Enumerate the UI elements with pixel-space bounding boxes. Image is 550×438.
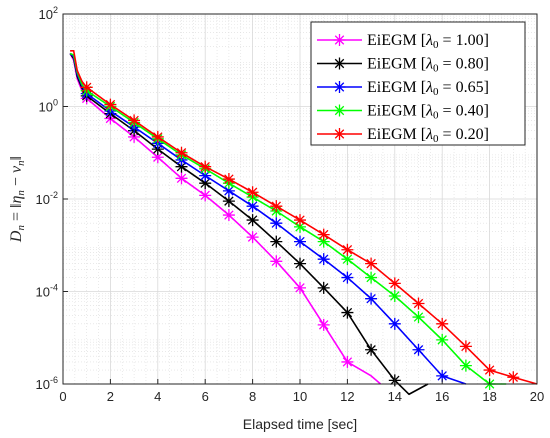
series-marker	[436, 317, 449, 330]
series-marker	[294, 281, 306, 294]
legend: EiEGM [λ0 = 1.00] EiEGM [λ0 = 0.80] EiEGM …	[310, 21, 526, 146]
series-marker	[199, 169, 212, 182]
y-tick-label: 100	[39, 98, 58, 115]
x-axis-label: Elapsed time [sec]	[243, 416, 357, 432]
series-marker	[507, 371, 520, 384]
series-marker	[365, 257, 378, 270]
legend-swatch-marker	[333, 104, 346, 117]
legend-swatch-marker	[333, 81, 346, 93]
x-tick-label: 0	[59, 389, 66, 404]
series-marker	[222, 209, 235, 222]
series-marker	[412, 343, 425, 356]
series-marker	[388, 317, 401, 330]
legend-entry: EiEGM [λ0 = 0.20]	[317, 126, 489, 145]
series-marker	[128, 130, 141, 143]
y-tick-label: 102	[39, 5, 58, 22]
x-tick-label: 4	[154, 389, 161, 404]
series-marker	[246, 214, 259, 227]
x-tick-label: 16	[435, 389, 449, 404]
legend-swatch-marker	[333, 57, 346, 70]
series-marker	[459, 359, 472, 372]
x-tick-label: 10	[293, 389, 307, 404]
series-marker	[317, 228, 330, 241]
series-marker	[294, 257, 306, 270]
legend-label: EiEGM [λ0 = 0.80]	[367, 56, 489, 75]
y-tick-label: 10-2	[36, 190, 58, 207]
legend-label: EiEGM [λ0 = 0.40]	[367, 103, 489, 122]
series-marker	[317, 318, 330, 331]
series-marker	[341, 355, 354, 368]
series-marker	[246, 200, 259, 213]
tick-labels: 0 2 4 6 8 10 12 14 16 18 20 10-6 10-4 10-2 100 102	[36, 5, 545, 404]
legend-label: EiEGM [λ0 = 1.00]	[367, 32, 489, 51]
series-marker	[199, 189, 212, 202]
y-tick-label: 10-6	[36, 375, 58, 392]
series-marker	[412, 297, 425, 310]
series-marker	[388, 289, 401, 302]
series-marker	[317, 281, 330, 294]
legend-label: EiEGM [λ0 = 0.65]	[367, 79, 489, 98]
x-tick-label: 6	[202, 389, 209, 404]
series-marker	[436, 333, 449, 346]
series-marker	[270, 217, 283, 230]
series-marker	[151, 151, 164, 164]
series-marker	[341, 243, 354, 256]
legend-swatch-marker	[333, 128, 346, 140]
series-marker	[365, 271, 378, 284]
series-marker	[294, 235, 306, 248]
series-marker	[175, 160, 188, 173]
series-marker	[222, 184, 235, 197]
series-marker	[270, 255, 283, 268]
series-marker	[459, 340, 472, 353]
legend-entry: EiEGM [λ0 = 0.65]	[317, 79, 489, 98]
x-tick-label: 18	[482, 389, 496, 404]
series-marker	[270, 200, 283, 213]
series-marker	[317, 253, 330, 266]
series-marker	[104, 98, 117, 111]
x-tick-label: 20	[530, 389, 544, 404]
y-tick-label: 10-4	[36, 283, 58, 300]
legend-label: EiEGM [λ0 = 0.20]	[367, 126, 489, 145]
legend-swatch-marker	[333, 34, 346, 46]
series-marker	[294, 214, 306, 227]
series-marker	[317, 235, 330, 248]
series-marker	[246, 231, 259, 244]
series-marker	[341, 306, 354, 319]
legend-entry: EiEGM [λ0 = 0.80]	[317, 56, 489, 75]
legend-entry: EiEGM [λ0 = 0.40]	[317, 103, 489, 122]
x-tick-label: 2	[107, 389, 114, 404]
series-4	[70, 50, 538, 385]
series-marker	[222, 195, 235, 208]
x-tick-label: 12	[340, 389, 354, 404]
series-line	[69, 53, 382, 385]
series-marker	[246, 186, 259, 199]
x-tick-label: 8	[249, 389, 256, 404]
series-marker	[436, 369, 449, 382]
series-marker	[341, 253, 354, 266]
series-marker	[341, 271, 354, 284]
legend-entry: EiEGM [λ0 = 1.00]	[317, 32, 489, 51]
series-marker	[199, 160, 212, 173]
series-marker	[270, 235, 283, 248]
series-marker	[128, 114, 141, 127]
series-marker	[151, 130, 164, 143]
series-marker	[365, 292, 378, 305]
series-marker	[388, 277, 401, 290]
series-marker	[175, 172, 188, 185]
y-axis-label: Dn = ‖ηn − vn‖	[8, 156, 27, 243]
series-marker	[412, 311, 425, 324]
series-marker	[294, 220, 306, 233]
x-tick-label: 14	[388, 389, 402, 404]
series-layer	[69, 50, 538, 396]
series-marker	[483, 364, 496, 377]
legend-box	[310, 21, 526, 146]
series-marker	[175, 146, 188, 159]
series-marker	[222, 173, 235, 186]
series-marker	[365, 343, 378, 356]
series-marker	[199, 177, 212, 190]
series-marker	[80, 81, 93, 94]
grid	[62, 13, 538, 385]
